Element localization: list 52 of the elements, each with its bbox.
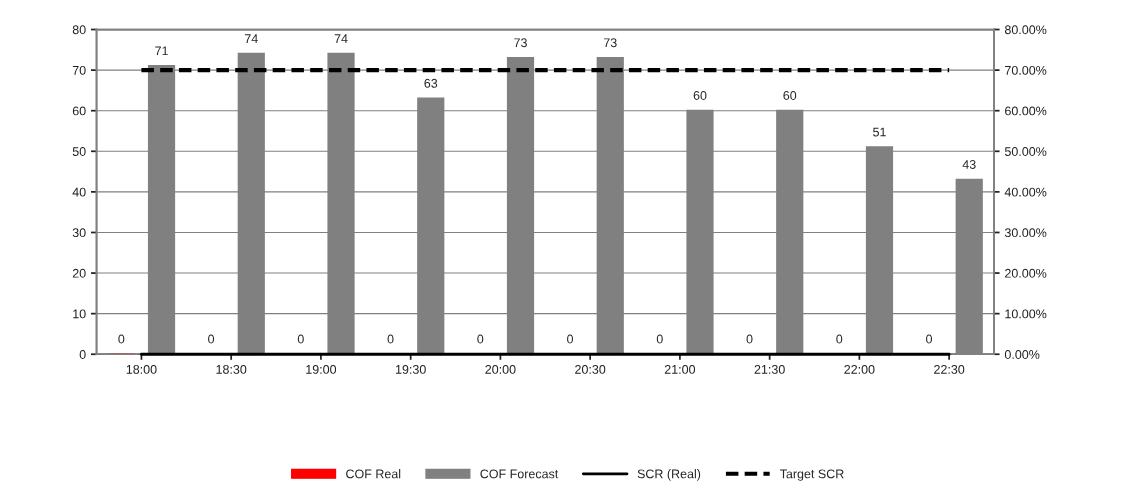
y2-tick-label: 60.00% — [1005, 106, 1047, 116]
data-label: 0 — [297, 334, 304, 344]
x-tick-label: 21:00 — [664, 364, 696, 374]
y2-tick-label: 40.00% — [1004, 187, 1047, 197]
y2-tick-label: 50.00% — [1004, 147, 1047, 156]
data-label: 74 — [334, 34, 348, 43]
data-label: 43 — [962, 160, 976, 169]
x-tick-label: 20:00 — [485, 364, 516, 374]
y2-tick-label: 10.00% — [1005, 309, 1047, 319]
data-label: 74 — [244, 34, 258, 43]
data-label: 0 — [208, 334, 215, 344]
data-label: 73 — [514, 38, 527, 48]
data-label: 63 — [424, 78, 438, 88]
y-tick-label: 10 — [73, 309, 86, 319]
x-tick-label: 19:30 — [395, 364, 426, 374]
legend-label: COF Forecast — [480, 469, 559, 479]
y2-tick-label: 70.00% — [1005, 65, 1047, 75]
data-label: 0 — [477, 334, 484, 344]
x-tick-label: 22:30 — [934, 364, 965, 374]
data-label: 0 — [118, 334, 125, 344]
y2-tick-label: 0.00% — [1004, 350, 1040, 359]
data-label: 0 — [387, 334, 394, 344]
data-label: 60 — [783, 91, 797, 100]
y-tick-label: 50 — [72, 147, 86, 156]
data-label: 71 — [155, 46, 168, 56]
y-tick-label: 80 — [72, 25, 86, 35]
data-label: 0 — [567, 334, 574, 344]
y-tick-label: 20 — [72, 268, 86, 278]
data-label: 60 — [693, 91, 707, 100]
legend-label: SCR (Real) — [637, 469, 701, 481]
data-label: 0 — [926, 334, 933, 344]
x-tick-label: 19:00 — [306, 364, 337, 374]
y-tick-label: 40 — [72, 187, 86, 197]
y2-tick-label: 30.00% — [1004, 228, 1047, 238]
data-label: 51 — [873, 127, 886, 137]
x-tick-label: 22:00 — [844, 364, 875, 374]
y2-tick-label: 20.00% — [1005, 268, 1047, 278]
legend-label: Target SCR — [779, 469, 844, 481]
data-label: 73 — [603, 38, 617, 48]
data-label: 0 — [746, 334, 753, 344]
legend-label: COF Real — [346, 469, 401, 479]
y2-tick-label: 80.00% — [1004, 25, 1047, 35]
data-label: 0 — [836, 334, 843, 344]
x-tick-label: 18:30 — [216, 364, 247, 374]
data-label: 0 — [656, 334, 663, 344]
y-tick-label: 70 — [72, 65, 86, 75]
y-tick-label: 30 — [72, 228, 86, 238]
x-tick-label: 20:30 — [575, 364, 606, 374]
y-tick-label: 60 — [72, 106, 86, 116]
x-tick-label: 18:00 — [126, 364, 157, 374]
y-tick-label: 0 — [79, 350, 86, 359]
x-tick-label: 21:30 — [754, 364, 785, 374]
